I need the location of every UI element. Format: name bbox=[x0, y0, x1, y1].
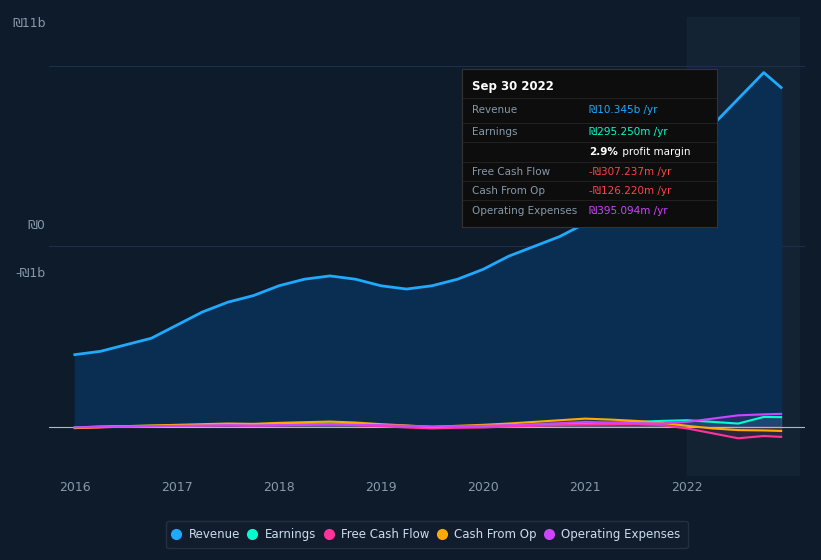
Text: -₪307.237m /yr: -₪307.237m /yr bbox=[589, 167, 672, 176]
Text: ₪0: ₪0 bbox=[28, 219, 45, 232]
Text: Free Cash Flow: Free Cash Flow bbox=[472, 167, 550, 176]
Text: Earnings: Earnings bbox=[472, 127, 518, 137]
Text: ₪11b: ₪11b bbox=[12, 17, 45, 30]
Text: Operating Expenses: Operating Expenses bbox=[472, 206, 577, 216]
Text: -₪126.220m /yr: -₪126.220m /yr bbox=[589, 185, 672, 195]
Text: ₪395.094m /yr: ₪395.094m /yr bbox=[589, 206, 668, 216]
Legend: Revenue, Earnings, Free Cash Flow, Cash From Op, Operating Expenses: Revenue, Earnings, Free Cash Flow, Cash … bbox=[166, 521, 688, 548]
Text: ₪10.345b /yr: ₪10.345b /yr bbox=[589, 105, 658, 115]
Text: Revenue: Revenue bbox=[472, 105, 517, 115]
Text: ₪295.250m /yr: ₪295.250m /yr bbox=[589, 127, 668, 137]
Text: -₪1b: -₪1b bbox=[16, 268, 45, 281]
Text: Sep 30 2022: Sep 30 2022 bbox=[472, 81, 554, 94]
Text: 2.9%: 2.9% bbox=[589, 147, 618, 157]
Bar bbox=[687, 17, 800, 476]
Text: Cash From Op: Cash From Op bbox=[472, 185, 545, 195]
Text: profit margin: profit margin bbox=[619, 147, 690, 157]
